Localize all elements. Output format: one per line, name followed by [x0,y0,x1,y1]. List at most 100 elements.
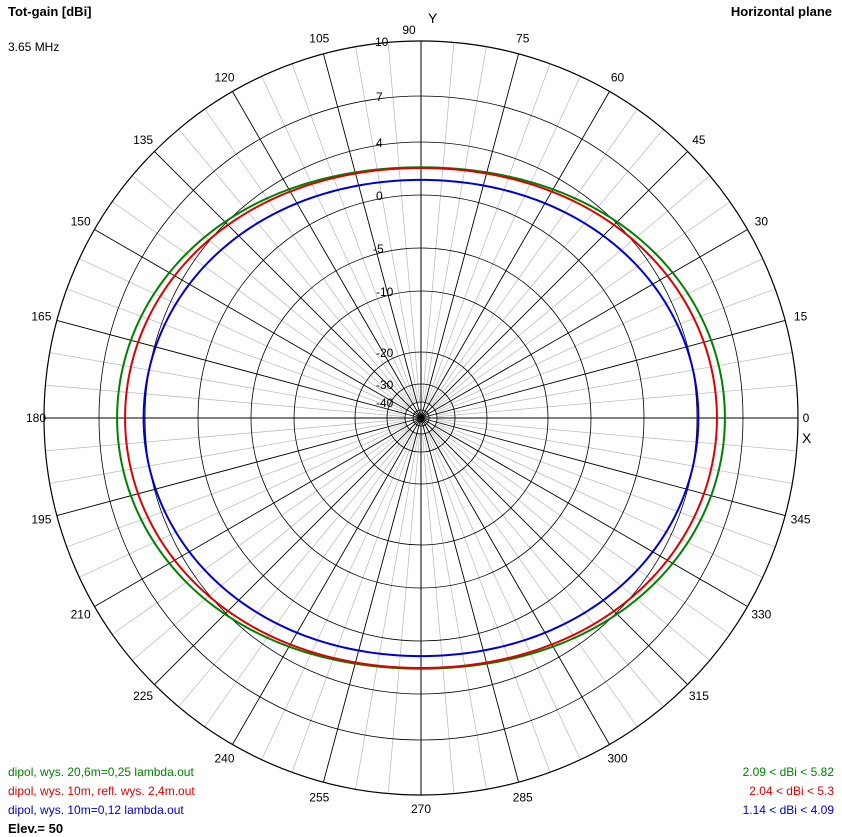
legend-entry-1: dipol, wys. 20,6m=0,25 lambda.out [8,765,194,779]
radial-line-minor [433,428,711,661]
radial-tick-label: -40 [376,396,394,410]
angle-tick-label: 210 [71,608,91,622]
radial-tick-label: 10 [375,35,389,49]
radial-line-minor [436,384,797,417]
radial-line-major [420,417,520,783]
radial-line-minor [433,426,731,635]
radial-line-major [232,417,422,745]
radial-line-minor [49,420,406,484]
radial-line-minor [429,430,638,728]
radial-line-major [420,417,610,745]
angle-tick-label: 150 [71,215,91,229]
angle-tick-label: 30 [755,215,769,229]
angle-tick-label: 255 [309,791,329,805]
radial-line-minor [66,288,407,413]
radial-line-minor [178,128,411,406]
angle-tick-label: 225 [133,689,153,703]
radial-tick-label: 0 [376,189,383,203]
radial-line-major [56,319,422,419]
radial-line-minor [436,419,797,452]
radial-line-minor [436,352,793,416]
angle-tick-label: 90 [402,23,416,37]
radial-line-minor [45,419,406,452]
radial-line-major [420,91,610,419]
radial-line-major [420,417,688,685]
pattern-curve-3 [142,178,700,658]
radial-line-major [56,417,422,517]
radial-line-minor [178,430,411,708]
radial-line-major [420,417,748,607]
polar-grid [43,40,799,796]
radial-line-minor [204,430,413,728]
radial-line-major [154,151,422,419]
radial-line-minor [423,46,487,403]
legend-range-1: 2.09 < dBi < 5.82 [742,765,834,779]
radial-line-minor [422,433,455,794]
angle-tick-label: 345 [791,513,811,527]
angle-tick-label: 330 [751,608,771,622]
radial-line-minor [435,423,776,548]
radial-line-major [154,417,422,685]
radial-line-minor [79,258,407,412]
chart-title: Tot-gain [dBi] [8,4,92,19]
angle-tick-label: 300 [607,751,627,765]
angle-tick-label: 240 [214,751,234,765]
radial-line-major [94,229,422,419]
radial-line-major [420,229,748,419]
radial-line-minor [79,424,407,578]
angle-tick-label: 165 [31,309,51,323]
radial-line-minor [355,46,419,403]
radial-line-major [322,417,422,783]
radial-line-minor [435,424,763,578]
angle-tick-label: 45 [692,133,706,147]
radial-line-minor [429,108,638,406]
angle-tick-label: 120 [214,71,234,85]
angle-tick-label: 195 [31,513,51,527]
radial-line-minor [355,433,419,790]
radial-line-minor [131,428,409,661]
radial-line-minor [291,432,416,773]
radial-line-major [420,417,786,517]
radial-line-minor [261,432,415,760]
pattern-curve-2 [124,166,718,670]
radial-line-minor [433,201,731,410]
radial-line-minor [431,128,664,406]
radial-tick-label: -30 [376,378,394,392]
y-axis-label: Y [428,10,438,26]
legend-range-2: 2.04 < dBi < 5.3 [749,784,834,798]
radial-line-minor [426,63,551,404]
angle-tick-label: 315 [689,689,709,703]
legend-range-3: 1.14 < dBi < 4.09 [742,803,834,817]
radial-line-minor [435,288,776,413]
elevation-label: Elev.= 50 [8,821,64,836]
radial-tick-label: -10 [376,285,394,299]
radial-line-minor [111,426,409,635]
frequency-label: 3.65 MHz [8,40,60,54]
radial-line-major [94,417,422,607]
radial-line-minor [431,430,664,708]
radial-line-minor [423,433,487,790]
radial-line-minor [66,423,407,548]
radial-line-minor [387,42,420,403]
radial-line-minor [427,76,581,404]
radial-line-minor [436,420,793,484]
radial-line-major [420,151,688,419]
radial-line-minor [427,432,581,760]
radial-tick-label: 7 [376,90,383,104]
angle-tick-label: 15 [794,309,808,323]
radial-line-major [232,91,422,419]
radial-line-minor [49,352,406,416]
angle-tick-label: 75 [516,31,530,45]
angle-tick-label: 180 [26,411,46,425]
radial-line-minor [426,432,551,773]
radial-line-minor [387,433,420,794]
radial-line-minor [433,175,711,408]
radial-line-minor [435,258,763,412]
plane-label: Horizontal plane [730,4,832,19]
radial-line-major [420,319,786,419]
radial-tick-label: -20 [376,346,394,360]
legend-entry-3: dipol, wys. 10m=0,12 lambda.out [8,803,184,817]
radial-line-minor [45,384,406,417]
x-axis-label: X [802,430,812,446]
angle-tick-label: 270 [411,802,431,816]
